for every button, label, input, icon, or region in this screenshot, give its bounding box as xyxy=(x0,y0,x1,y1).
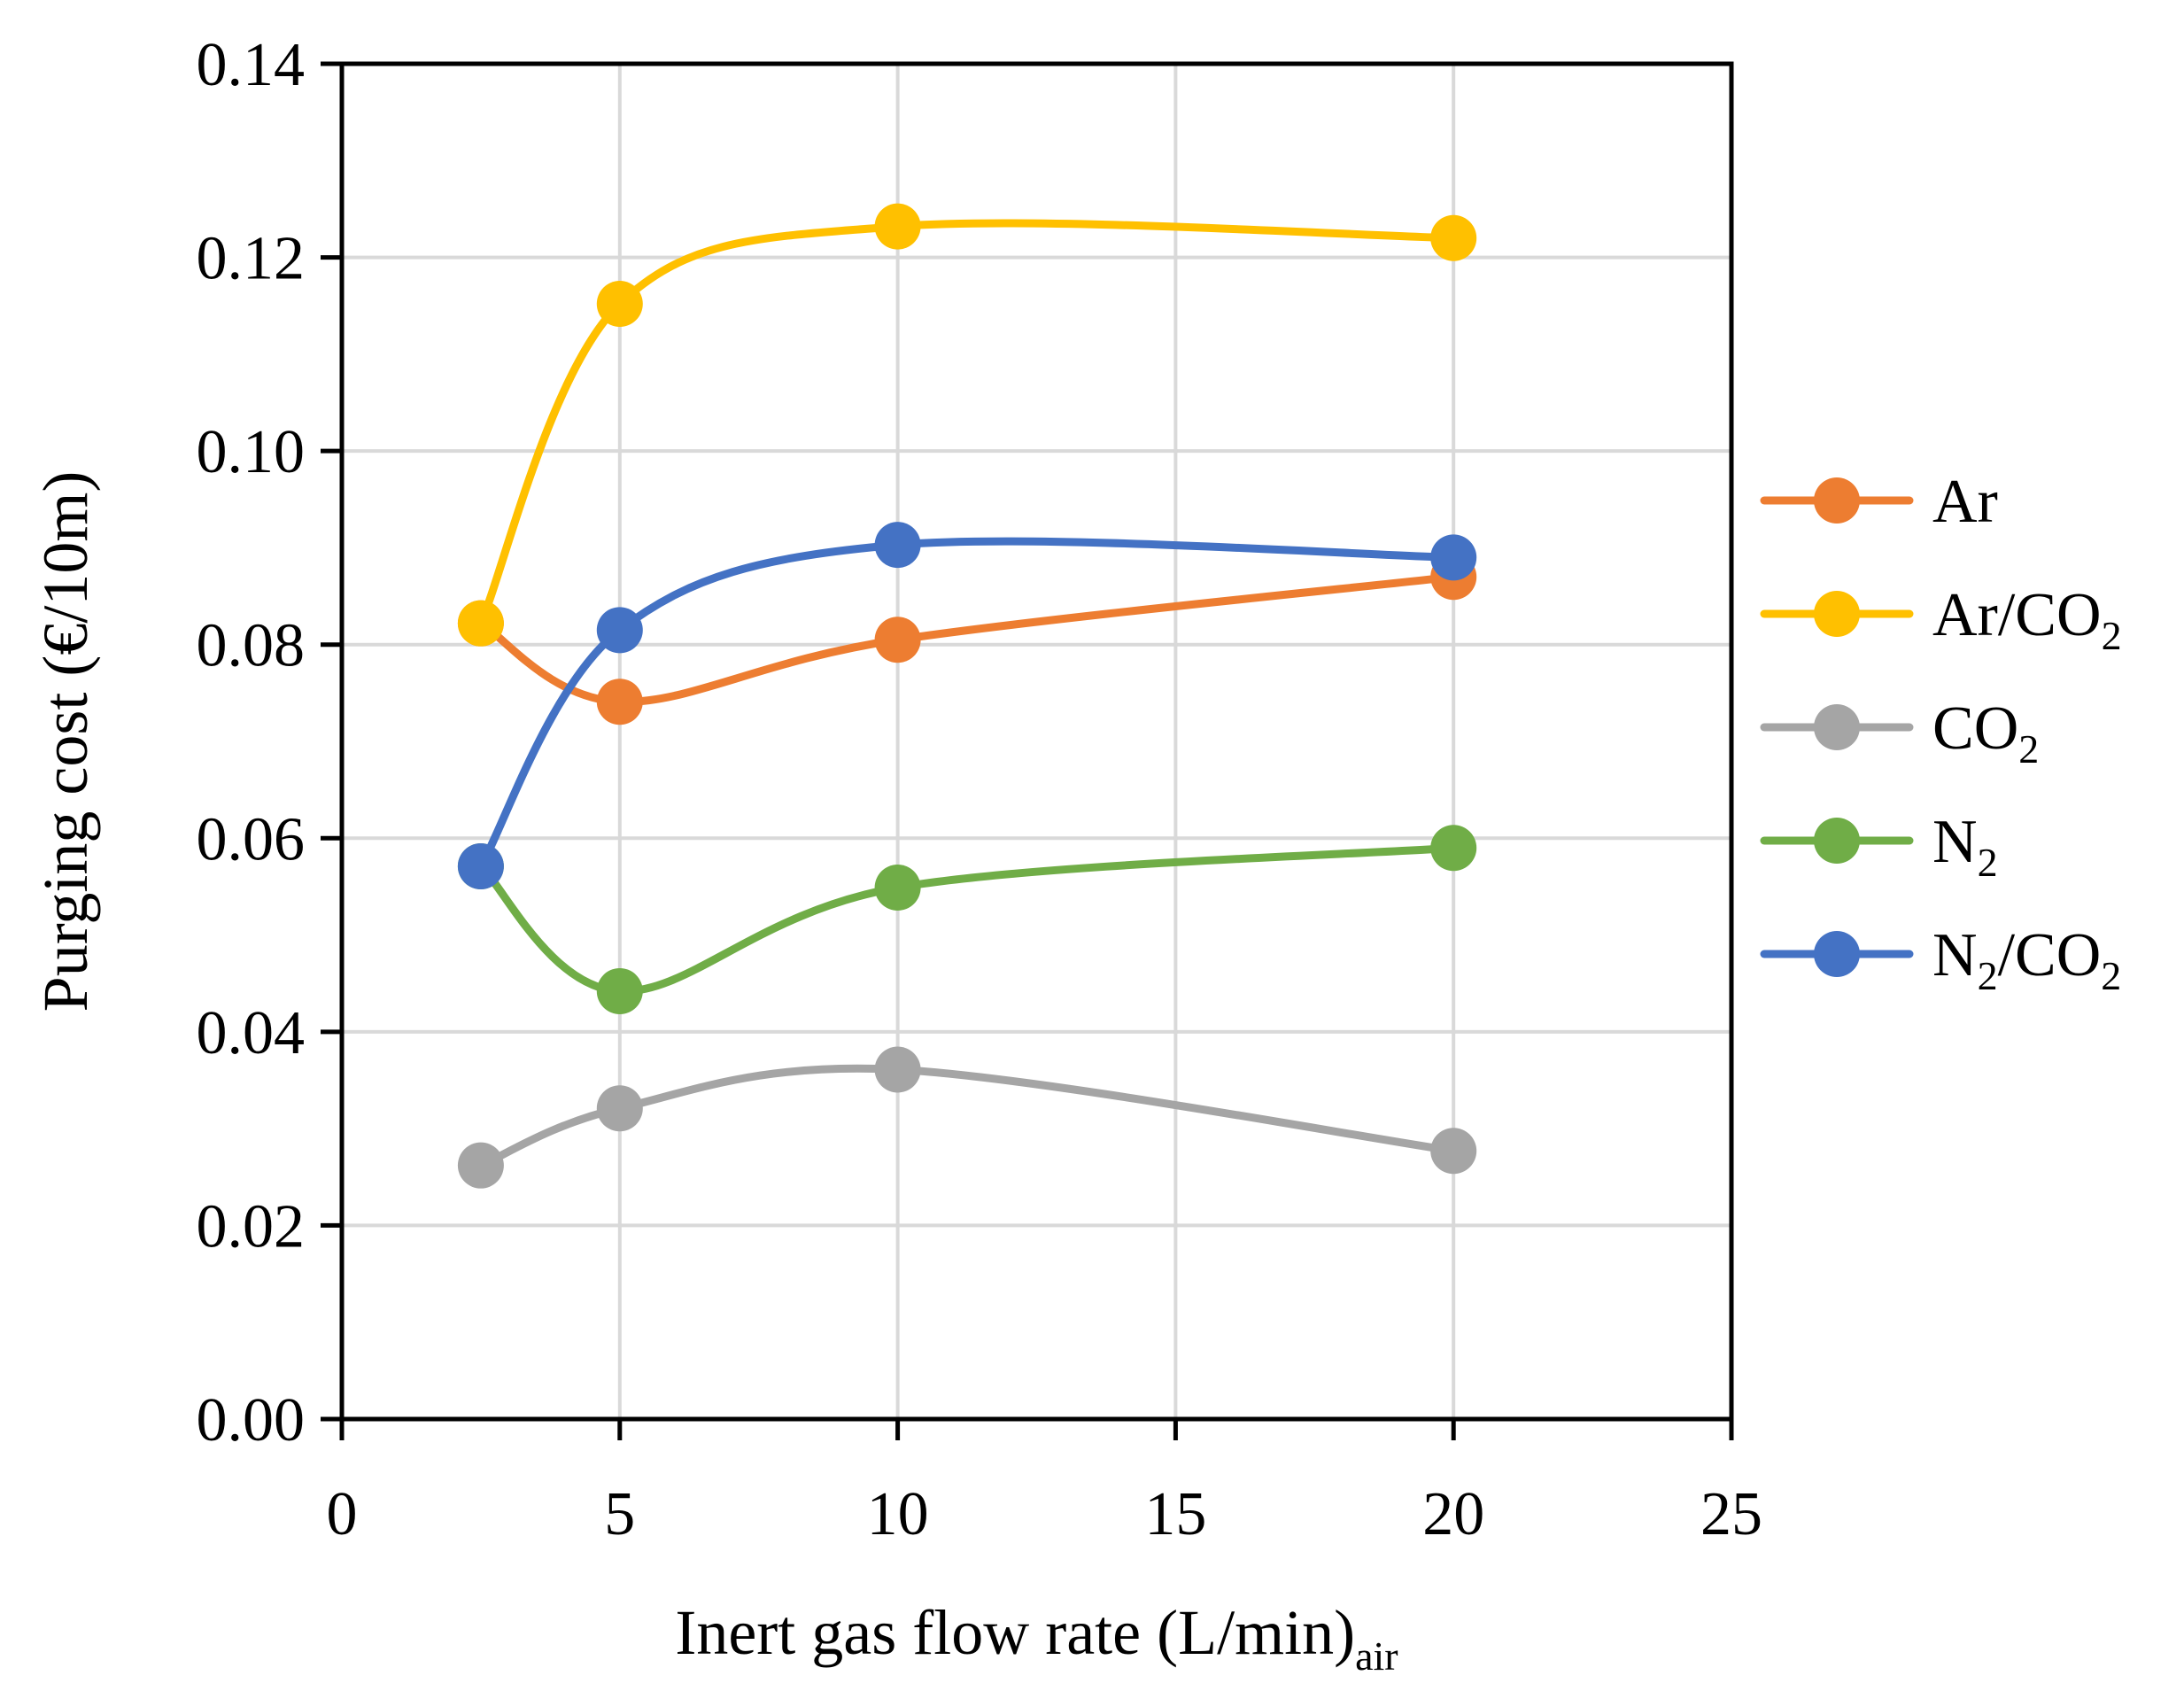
legend-label: CO2 xyxy=(1932,694,2039,772)
data-point-n2 xyxy=(874,865,921,911)
y-tick-label: 0.14 xyxy=(197,31,306,99)
data-point-co2 xyxy=(457,1142,504,1189)
legend-label: Ar/CO2 xyxy=(1932,581,2122,658)
data-point-n2 xyxy=(596,967,643,1014)
y-tick-label: 0.12 xyxy=(197,225,306,293)
legend-label: Ar xyxy=(1932,468,1998,536)
legend-label-main: Ar xyxy=(1932,468,1998,536)
y-tick-label: 0.00 xyxy=(197,1386,306,1454)
data-point-ar-co2 xyxy=(1430,214,1477,261)
y-axis-title: Purging cost (€/10m) xyxy=(30,471,101,1012)
grid xyxy=(342,62,1733,1419)
data-point-co2 xyxy=(874,1046,921,1093)
x-tick-label: 20 xyxy=(1422,1480,1484,1548)
x-tick-label: 15 xyxy=(1144,1480,1206,1548)
legend-label-main: N xyxy=(1932,921,1978,989)
data-point-n2-co2 xyxy=(1430,534,1477,581)
data-point-n2 xyxy=(1430,825,1477,872)
series-line-n2-co2 xyxy=(476,537,1458,871)
data-point-n2-co2 xyxy=(457,842,504,889)
legend-label-sub: 2 xyxy=(1978,840,1998,885)
series-line-ar-co2 xyxy=(476,219,1458,628)
data-point-ar-co2 xyxy=(596,281,643,328)
series-line-co2 xyxy=(476,1064,1458,1170)
y-tick-label: 0.06 xyxy=(197,805,306,873)
series-layer xyxy=(457,203,1477,1189)
data-point-ar xyxy=(874,617,921,663)
x-axis-title-main: Inert gas flow rate (L/min) xyxy=(675,1597,1355,1668)
legend-label-sub: 2 xyxy=(2018,726,2039,772)
legend-swatch-marker xyxy=(1814,818,1860,864)
legend-label-tail-sub: 2 xyxy=(2101,953,2121,998)
plot-frame xyxy=(339,61,1734,1422)
legend-label-main: N xyxy=(1932,808,1978,876)
legend-swatch-marker xyxy=(1814,931,1860,977)
data-point-co2 xyxy=(596,1085,643,1132)
data-point-n2-co2 xyxy=(596,607,643,654)
legend-label: N2/CO2 xyxy=(1932,921,2121,998)
data-point-ar xyxy=(596,679,643,725)
legend-label-main: Ar/CO xyxy=(1932,581,2102,649)
legend-item-co2: CO2 xyxy=(1760,694,2039,772)
x-tick-label: 0 xyxy=(327,1480,358,1548)
data-point-ar-co2 xyxy=(874,203,921,250)
y-tick-label: 0.04 xyxy=(197,999,306,1067)
y-tick-label: 0.10 xyxy=(197,418,306,486)
legend-swatch-marker xyxy=(1814,477,1860,524)
x-tick-label: 5 xyxy=(604,1480,635,1548)
x-tick-label: 10 xyxy=(867,1480,929,1548)
series-line-ar xyxy=(476,572,1458,706)
x-axis-title-sub: air xyxy=(1355,1633,1398,1679)
legend-item-ar: Ar xyxy=(1760,468,1998,536)
legend-item-n2: N2 xyxy=(1760,808,1998,885)
series-line-n2 xyxy=(476,843,1458,996)
legend-label: N2 xyxy=(1932,808,1998,885)
axes: 0.00 0.02 0.04 0.06 0.08 0.10 0.12 0.14 0 5 10 15 20… xyxy=(30,31,1762,1679)
data-point-co2 xyxy=(1430,1128,1477,1175)
data-point-ar-co2 xyxy=(457,600,504,647)
y-tick-label: 0.02 xyxy=(197,1192,306,1260)
legend-swatch-marker xyxy=(1814,704,1860,750)
x-axis-title: Inert gas flow rate (L/min)air xyxy=(675,1597,1398,1679)
data-point-n2-co2 xyxy=(874,522,921,569)
legend-item-ar-co2: Ar/CO2 xyxy=(1760,581,2122,658)
legend-swatch-marker xyxy=(1814,591,1860,637)
legend-label-sub: 2 xyxy=(1978,953,1998,998)
legend-label-main: CO xyxy=(1932,694,2018,763)
legend-label-sub: 2 xyxy=(2102,613,2122,658)
legend-item-n2-co2: N2/CO2 xyxy=(1760,921,2121,998)
legend-label-tail: /CO xyxy=(1998,921,2102,989)
y-tick-label: 0.08 xyxy=(197,612,306,680)
x-tick-label: 25 xyxy=(1700,1480,1762,1548)
